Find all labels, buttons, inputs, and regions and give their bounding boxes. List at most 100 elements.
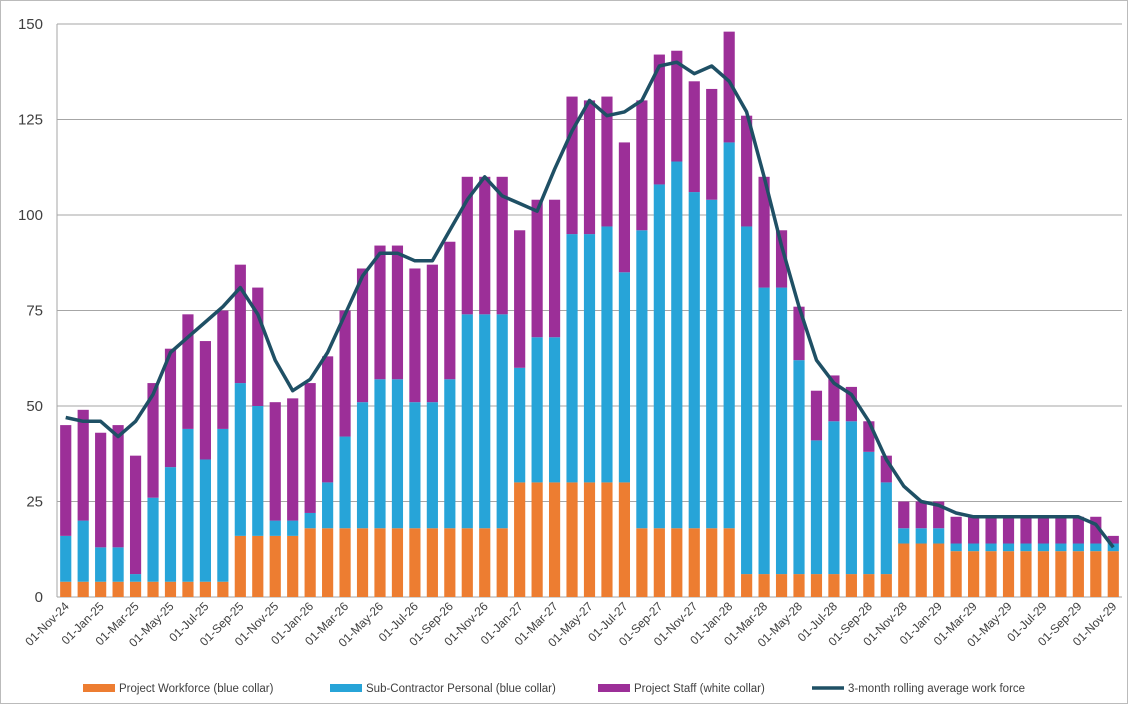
y-tick-label: 100 — [18, 207, 43, 224]
bar-segment — [775, 230, 788, 288]
bar-segment — [566, 96, 578, 235]
bar-segment — [287, 520, 299, 536]
bar-segment — [723, 31, 735, 143]
bar-segment — [461, 176, 473, 315]
bar-segment — [77, 409, 89, 521]
bar-segment — [1090, 516, 1102, 544]
bar-segment — [898, 543, 910, 597]
bar-segment — [845, 421, 857, 575]
bar-segment — [339, 436, 351, 529]
bar-segment — [426, 402, 438, 529]
bar-segment — [915, 543, 927, 597]
bar-segment — [723, 142, 735, 529]
bar-segment — [933, 543, 945, 597]
y-tick-label: 50 — [26, 398, 43, 415]
bar-segment — [304, 383, 316, 513]
bar-segment — [863, 451, 875, 575]
bar-segment — [322, 482, 334, 529]
bar-segment — [252, 287, 264, 406]
bar-segment — [933, 501, 945, 529]
bar-segment — [636, 100, 648, 231]
bar-segment — [147, 383, 159, 498]
bar-segment — [339, 310, 351, 437]
legend-label: Sub-Contractor Personal (blue collar) — [366, 683, 556, 695]
bar-segment — [950, 551, 962, 597]
bar-segment — [147, 497, 159, 582]
bar-segment — [810, 390, 823, 441]
bar-segment — [409, 528, 421, 597]
bar-segment — [898, 528, 910, 544]
bar-segment — [391, 379, 404, 529]
bar-segment — [496, 314, 508, 529]
bar-segment — [60, 425, 72, 536]
bar-segment — [217, 581, 229, 597]
bar-segment — [112, 425, 124, 548]
bar-segment — [234, 264, 246, 384]
bar-segment — [1020, 516, 1032, 544]
bar-segment — [601, 96, 613, 227]
bar-segment — [880, 574, 892, 597]
bar-segment — [479, 176, 491, 315]
bar-segment — [968, 516, 980, 544]
bar-segment — [1055, 516, 1067, 544]
legend-swatch — [330, 684, 362, 692]
bar-segment — [793, 574, 805, 597]
bar-segment — [863, 574, 875, 597]
bar-segment — [304, 512, 316, 529]
bar-segment — [1002, 543, 1015, 552]
bar-segment — [356, 528, 369, 597]
bar-segment — [653, 184, 665, 529]
y-tick-label: 0 — [35, 589, 43, 606]
bar-segment — [985, 551, 997, 597]
bar-segment — [950, 543, 962, 552]
bar-segment — [217, 310, 229, 429]
bar-segment — [426, 528, 438, 597]
legend-label: Project Staff (white collar) — [634, 683, 765, 695]
bar-segment — [112, 547, 124, 582]
bar-segment — [758, 287, 770, 575]
bar-segment — [933, 528, 945, 544]
bar-segment — [479, 314, 491, 529]
bar-segment — [391, 528, 404, 597]
bar-segment — [915, 501, 927, 529]
bar-segment — [182, 314, 194, 429]
bar-segment — [339, 528, 351, 597]
bar-segment — [514, 482, 526, 597]
bar-segment — [775, 574, 788, 597]
bar-segment — [950, 516, 962, 544]
bar-segment — [1107, 543, 1119, 552]
bar-segment — [531, 337, 543, 483]
bar-segment — [741, 226, 753, 575]
bar-segment — [1037, 543, 1050, 552]
bar-segment — [548, 482, 561, 597]
bar-segment — [199, 459, 211, 582]
bar-segment — [426, 264, 438, 403]
bar-segment — [287, 398, 299, 521]
bar-segment — [444, 379, 456, 529]
bar-segment — [968, 551, 980, 597]
bar-segment — [374, 245, 386, 380]
y-tick-label: 150 — [18, 16, 43, 33]
bar-segment — [199, 341, 211, 460]
bar-segment — [985, 516, 997, 544]
legend-swatch — [598, 684, 630, 692]
bar-segment — [688, 192, 700, 529]
bar-segment — [566, 482, 578, 597]
bar-segment — [968, 543, 980, 552]
bar-segment — [304, 528, 316, 597]
bar-segment — [461, 314, 473, 529]
bar-segment — [1020, 543, 1032, 552]
y-tick-label: 125 — [18, 112, 43, 129]
y-tick-label: 75 — [26, 303, 43, 320]
bar-segment — [461, 528, 473, 597]
bar-segment — [671, 528, 683, 597]
bar-segment — [409, 402, 421, 529]
bar-segment — [322, 528, 334, 597]
bar-segment — [828, 375, 840, 422]
bar-segment — [583, 100, 596, 235]
bar-segment — [95, 547, 107, 582]
bar-segment — [1002, 551, 1015, 597]
bar-segment — [496, 176, 508, 315]
bar-segment — [548, 199, 561, 338]
